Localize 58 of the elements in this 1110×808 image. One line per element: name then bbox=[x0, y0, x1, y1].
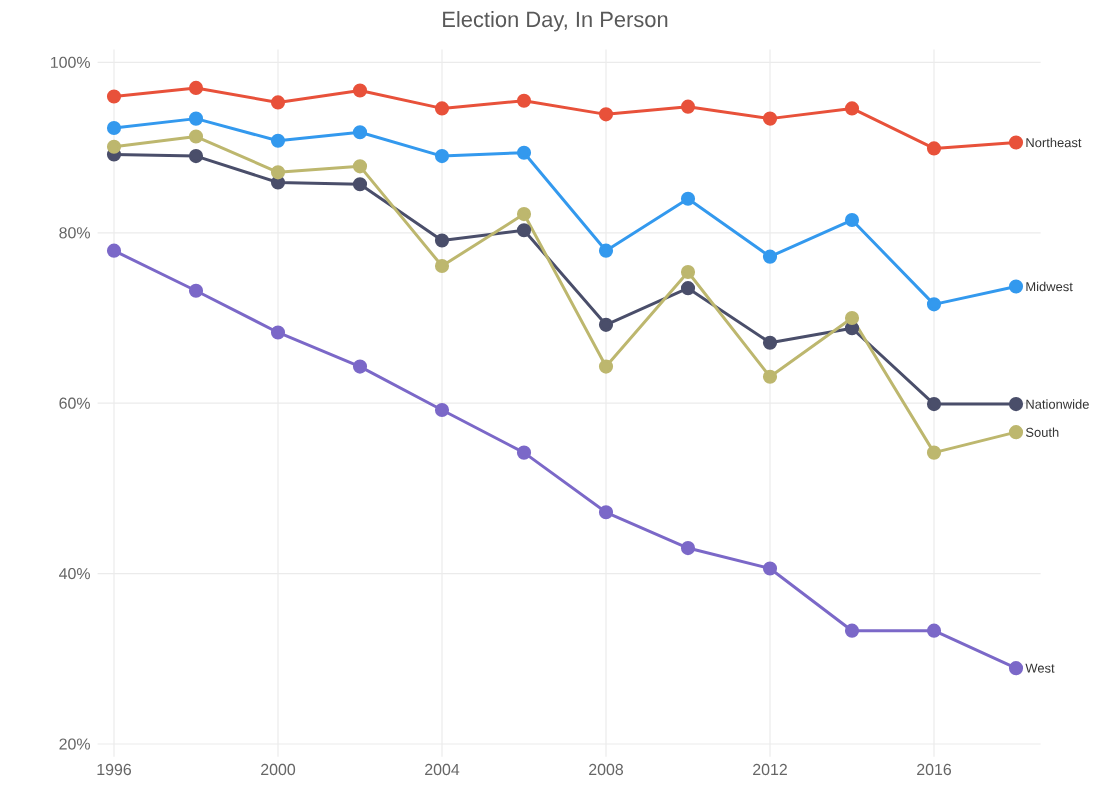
point bbox=[352, 177, 368, 192]
point bbox=[680, 99, 696, 114]
point bbox=[762, 249, 778, 264]
point bbox=[844, 212, 860, 228]
point bbox=[106, 243, 122, 258]
point bbox=[106, 120, 122, 136]
point bbox=[188, 283, 204, 298]
point bbox=[434, 233, 450, 248]
point bbox=[1008, 279, 1024, 294]
point bbox=[516, 145, 532, 160]
point bbox=[844, 310, 860, 326]
point bbox=[598, 359, 614, 374]
point bbox=[188, 129, 204, 144]
point bbox=[516, 445, 532, 460]
point bbox=[106, 139, 122, 154]
point bbox=[1008, 425, 1024, 440]
point bbox=[926, 623, 942, 638]
point bbox=[434, 258, 450, 274]
point bbox=[352, 125, 368, 140]
point bbox=[516, 206, 532, 222]
point bbox=[844, 623, 860, 638]
point bbox=[598, 243, 614, 258]
point bbox=[680, 281, 696, 296]
point bbox=[434, 101, 450, 116]
point bbox=[680, 191, 696, 206]
point bbox=[352, 159, 368, 174]
point bbox=[352, 359, 368, 374]
point bbox=[598, 317, 614, 332]
point bbox=[434, 402, 450, 418]
chart-title: Election Day, In Person bbox=[443, 11, 668, 32]
point bbox=[762, 369, 778, 384]
point bbox=[270, 325, 286, 340]
point bbox=[762, 111, 778, 126]
point bbox=[270, 95, 286, 110]
point bbox=[762, 335, 778, 350]
point bbox=[680, 264, 696, 280]
point bbox=[598, 107, 614, 122]
point bbox=[680, 540, 696, 556]
point bbox=[1008, 135, 1024, 150]
point bbox=[516, 223, 532, 238]
point bbox=[106, 89, 122, 104]
point bbox=[598, 505, 614, 520]
point bbox=[188, 149, 204, 164]
point bbox=[434, 149, 450, 164]
point bbox=[270, 133, 286, 148]
point bbox=[352, 83, 368, 98]
point bbox=[762, 561, 778, 576]
point bbox=[516, 93, 532, 108]
point bbox=[926, 297, 942, 312]
point bbox=[188, 80, 204, 96]
point bbox=[1008, 396, 1024, 412]
point bbox=[188, 111, 204, 126]
point bbox=[270, 165, 286, 180]
point bbox=[926, 445, 942, 460]
point bbox=[844, 101, 860, 116]
point bbox=[1008, 661, 1024, 676]
point bbox=[926, 141, 942, 156]
point bbox=[926, 396, 942, 412]
